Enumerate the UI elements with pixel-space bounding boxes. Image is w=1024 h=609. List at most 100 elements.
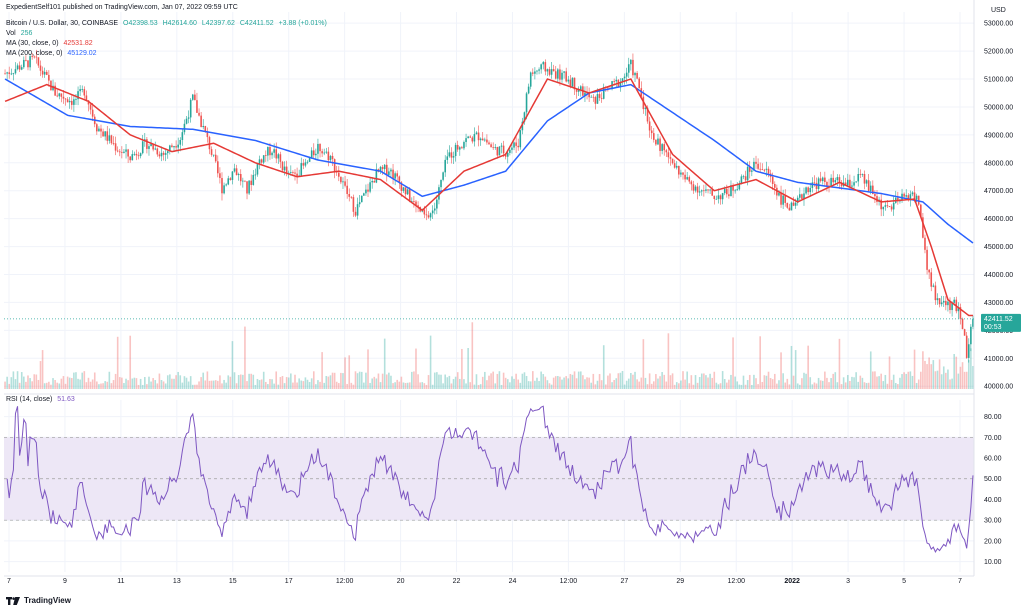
candle-body	[527, 86, 530, 94]
volume-bar	[96, 381, 98, 389]
volume-bar	[657, 378, 659, 389]
volume-bar	[665, 381, 668, 389]
candle-body	[698, 191, 701, 193]
volume-bar	[849, 380, 851, 389]
candle-body	[146, 139, 148, 149]
candle-body	[231, 171, 234, 180]
candle-body	[930, 272, 933, 287]
candle-body	[771, 176, 774, 184]
volume-bar	[788, 384, 791, 389]
candle-body	[607, 87, 609, 89]
volume-bar	[536, 377, 538, 389]
volume-bar	[615, 378, 618, 389]
candle-body	[767, 168, 770, 174]
candle-body	[851, 185, 853, 187]
volume-bar	[834, 372, 837, 389]
ohlc-high: H42614.60	[162, 20, 197, 27]
price-tick-label: 50000.00	[984, 104, 1013, 111]
volume-bar	[421, 382, 424, 389]
rsi-tick-label: 70.00	[984, 435, 1002, 442]
volume-bar	[60, 378, 63, 389]
price-tick-label: 45000.00	[984, 244, 1013, 251]
volume-bar	[325, 375, 328, 389]
candle-body	[577, 89, 580, 92]
candle-body	[369, 182, 371, 192]
volume-bar	[663, 374, 666, 389]
candle-body	[805, 187, 807, 194]
volume-bar	[141, 384, 144, 389]
volume-bar	[734, 376, 736, 389]
candle-body	[277, 154, 280, 159]
volume-bar	[732, 337, 734, 389]
price-tick-label: 51000.00	[984, 77, 1013, 84]
volume-bar	[477, 384, 480, 389]
candle-body	[538, 69, 540, 71]
price-tick-label: 49000.00	[984, 132, 1013, 139]
candle-body	[465, 138, 467, 143]
volume-bar	[623, 384, 626, 389]
volume-bar	[327, 376, 330, 389]
candle-body	[127, 149, 129, 157]
symbol-name: Bitcoin / U.S. Dollar, 30, COINBASE	[6, 20, 119, 27]
volume-bar	[819, 380, 822, 389]
candle-body	[385, 164, 388, 175]
candle-body	[563, 71, 565, 73]
volume-bar	[736, 381, 739, 389]
candle-body	[834, 180, 837, 183]
candle-body	[315, 153, 317, 156]
volume-bar	[744, 384, 747, 389]
volume-bar	[582, 375, 584, 389]
candle-body	[194, 94, 196, 101]
candle-body	[358, 202, 361, 205]
volume-bar	[963, 371, 966, 389]
volume-bar	[511, 376, 513, 389]
volume-bar	[471, 322, 474, 389]
volume-bar	[206, 371, 209, 389]
volume-bar	[481, 376, 484, 389]
volume-bar	[721, 371, 724, 389]
candle-body	[719, 195, 722, 200]
volume-bar	[527, 381, 530, 389]
volume-bar	[433, 372, 436, 389]
volume-bar	[949, 379, 951, 389]
candle-body	[932, 285, 935, 287]
candle-body	[799, 194, 801, 198]
candle-body	[20, 67, 23, 70]
volume-bar	[408, 382, 411, 389]
candle-body	[458, 147, 461, 150]
candle-body	[780, 192, 782, 205]
volume-bar	[227, 375, 230, 389]
candle-body	[41, 70, 44, 75]
time-tick-label: 15	[229, 578, 237, 585]
volume-bar	[509, 382, 511, 389]
candle-body	[269, 147, 271, 156]
volume-bar	[467, 347, 469, 389]
brand[interactable]: TradingView	[6, 596, 71, 605]
candle-body	[865, 180, 868, 184]
candle-body	[661, 144, 663, 151]
volume-bar	[742, 375, 745, 389]
candle-body	[594, 97, 597, 104]
candle-body	[782, 195, 784, 205]
volume-bar	[116, 336, 119, 389]
candle-body	[227, 178, 230, 185]
candle-body	[258, 159, 261, 164]
volume-bar	[35, 374, 38, 389]
candle-body	[177, 144, 179, 148]
volume-bar	[319, 381, 321, 389]
candle-body	[970, 326, 972, 345]
candle-body	[6, 72, 8, 74]
volume-bar	[102, 383, 104, 389]
volume-bar	[753, 374, 755, 389]
candle-body	[922, 217, 924, 238]
candle-body	[886, 205, 889, 207]
volume-bar	[371, 378, 373, 389]
candle-body	[394, 173, 396, 179]
volume-bar	[703, 373, 705, 389]
candle-body	[832, 177, 834, 183]
candle-body	[448, 152, 451, 157]
volume-bar	[934, 371, 937, 389]
volume-bar	[648, 373, 651, 389]
volume-bar	[85, 382, 88, 389]
